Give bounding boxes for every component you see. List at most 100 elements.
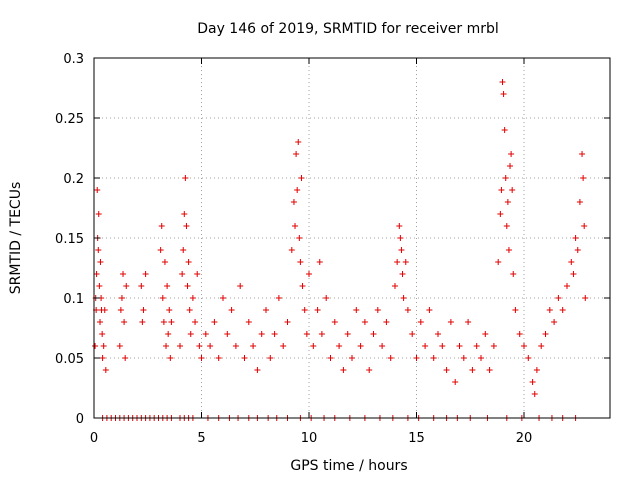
data-point <box>574 247 581 253</box>
y-tick-label: 0.3 <box>63 52 84 67</box>
data-point <box>387 355 394 361</box>
data-point <box>215 355 222 361</box>
data-point <box>469 367 476 373</box>
data-point <box>184 283 191 289</box>
x-tick-label: 5 <box>197 431 205 446</box>
data-point <box>503 223 510 229</box>
data-point <box>542 331 549 337</box>
data-point <box>237 283 244 289</box>
data-point <box>140 307 147 313</box>
data-point <box>379 343 386 349</box>
data-point <box>357 343 364 349</box>
y-tick-label: 0.1 <box>63 292 84 307</box>
data-point <box>224 331 231 337</box>
data-point <box>579 151 586 157</box>
data-point <box>241 355 248 361</box>
data-point <box>525 355 532 361</box>
data-point <box>187 331 194 337</box>
data-point <box>164 283 171 289</box>
data-point <box>167 355 174 361</box>
data-point <box>121 319 128 325</box>
data-point <box>402 259 409 265</box>
data-point <box>123 283 130 289</box>
data-point <box>482 331 489 337</box>
data-point <box>505 247 512 253</box>
data-point <box>538 343 545 349</box>
data-point <box>396 223 403 229</box>
data-point <box>398 247 405 253</box>
data-point <box>394 259 401 265</box>
data-point <box>546 307 553 313</box>
data-point <box>189 295 196 301</box>
data-point <box>509 187 516 193</box>
data-point <box>447 319 454 325</box>
data-point <box>181 211 188 217</box>
data-point <box>198 355 205 361</box>
data-point <box>250 343 257 349</box>
data-point <box>294 187 301 193</box>
data-point <box>138 283 145 289</box>
data-point <box>366 367 373 373</box>
data-point <box>500 91 507 97</box>
data-point <box>267 355 274 361</box>
data-point <box>179 271 186 277</box>
data-point <box>498 187 505 193</box>
data-point <box>336 343 343 349</box>
data-point <box>211 319 218 325</box>
data-point <box>478 355 484 361</box>
data-point <box>192 319 199 325</box>
data-point <box>490 343 497 349</box>
plot-frame <box>93 57 611 419</box>
data-point <box>280 343 287 349</box>
data-point <box>370 331 377 337</box>
data-point <box>284 319 291 325</box>
data-point <box>551 319 558 325</box>
data-point <box>570 271 577 277</box>
data-point <box>183 223 190 229</box>
data-point <box>245 319 252 325</box>
data-point <box>456 343 463 349</box>
data-point <box>96 283 103 289</box>
data-point <box>327 355 334 361</box>
data-point <box>142 271 149 277</box>
data-point <box>516 331 523 337</box>
data-point <box>582 295 589 301</box>
data-point <box>501 127 508 133</box>
data-point <box>417 319 424 325</box>
data-point <box>422 343 429 349</box>
data-point <box>361 319 368 325</box>
data-point <box>92 343 99 349</box>
data-point <box>120 271 127 277</box>
data-point <box>435 331 441 337</box>
data-point <box>185 259 192 265</box>
data-point <box>555 295 562 301</box>
data-point <box>508 151 515 157</box>
chart-title: Day 146 of 2019, SRMTID for receiver mrb… <box>197 21 499 37</box>
data-point <box>404 307 411 313</box>
data-point <box>228 307 235 313</box>
y-tick-label: 0.2 <box>63 172 84 187</box>
data-point <box>163 343 170 349</box>
data-point <box>504 199 511 205</box>
data-point <box>168 319 175 325</box>
data-point <box>344 331 351 337</box>
data-point <box>399 271 406 277</box>
data-point <box>413 355 420 361</box>
data-point <box>303 331 310 337</box>
data-point <box>157 247 164 253</box>
data-point <box>275 295 282 301</box>
data-point <box>430 355 437 361</box>
data-point <box>161 259 168 265</box>
data-point <box>102 367 109 373</box>
data-point <box>452 379 459 385</box>
data-point <box>292 223 299 229</box>
data-point <box>99 355 106 361</box>
data-point <box>409 331 416 337</box>
data-point <box>271 331 278 337</box>
data-point <box>581 223 588 229</box>
data-point <box>306 271 312 277</box>
data-point <box>139 319 146 325</box>
data-point <box>316 259 323 265</box>
data-point <box>495 259 502 265</box>
data-point <box>99 331 106 337</box>
